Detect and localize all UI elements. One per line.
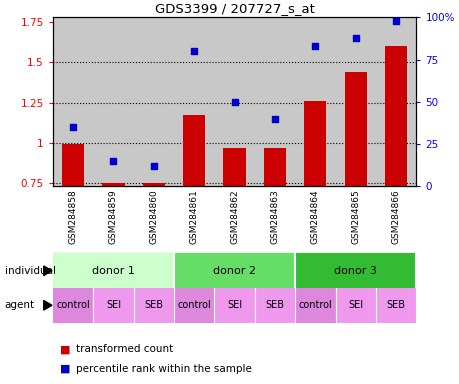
- Text: donor 3: donor 3: [334, 266, 376, 276]
- Point: [392, 18, 399, 24]
- Text: GSM284862: GSM284862: [230, 190, 239, 244]
- Text: GSM284863: GSM284863: [270, 190, 279, 244]
- Text: GSM284861: GSM284861: [189, 190, 198, 244]
- Text: GSM284865: GSM284865: [351, 190, 359, 244]
- Text: GSM284859: GSM284859: [109, 190, 118, 244]
- Text: SEI: SEI: [227, 300, 241, 310]
- Bar: [263, 147, 285, 304]
- Bar: [223, 147, 245, 304]
- Text: control: control: [56, 300, 90, 310]
- Text: GSM284860: GSM284860: [149, 190, 158, 244]
- Text: donor 1: donor 1: [92, 266, 134, 276]
- Title: GDS3399 / 207727_s_at: GDS3399 / 207727_s_at: [154, 2, 314, 15]
- Bar: [174, 288, 214, 323]
- Bar: [254, 288, 295, 323]
- Text: SEB: SEB: [386, 300, 405, 310]
- Text: donor 2: donor 2: [213, 266, 256, 276]
- Text: ■: ■: [60, 344, 70, 354]
- Bar: [384, 46, 406, 304]
- Bar: [303, 101, 326, 304]
- Bar: [295, 253, 415, 288]
- Bar: [93, 288, 134, 323]
- Bar: [295, 288, 335, 323]
- Bar: [183, 116, 205, 304]
- Point: [311, 43, 319, 49]
- Text: SEB: SEB: [265, 300, 284, 310]
- Bar: [344, 72, 366, 304]
- Text: SEB: SEB: [144, 300, 163, 310]
- Text: transformed count: transformed count: [76, 344, 173, 354]
- Bar: [375, 288, 415, 323]
- Text: GSM284858: GSM284858: [68, 190, 78, 244]
- Text: SEI: SEI: [106, 300, 121, 310]
- Bar: [53, 288, 93, 323]
- Bar: [134, 288, 174, 323]
- Text: individual: individual: [5, 266, 56, 276]
- Text: percentile rank within the sample: percentile rank within the sample: [76, 364, 251, 374]
- Point: [69, 124, 77, 130]
- Point: [230, 99, 238, 105]
- Text: GSM284866: GSM284866: [391, 190, 400, 244]
- Text: GSM284864: GSM284864: [310, 190, 319, 244]
- Point: [190, 48, 197, 54]
- Bar: [62, 144, 84, 304]
- Point: [351, 35, 358, 41]
- Text: control: control: [177, 300, 211, 310]
- Text: ■: ■: [60, 364, 70, 374]
- Point: [271, 116, 278, 122]
- Point: [110, 158, 117, 164]
- Bar: [214, 288, 254, 323]
- Text: agent: agent: [5, 300, 34, 310]
- Text: control: control: [298, 300, 331, 310]
- Bar: [335, 288, 375, 323]
- Bar: [102, 183, 124, 304]
- Bar: [53, 253, 174, 288]
- Text: SEI: SEI: [347, 300, 363, 310]
- Bar: [142, 183, 165, 304]
- Point: [150, 163, 157, 169]
- Bar: [174, 253, 295, 288]
